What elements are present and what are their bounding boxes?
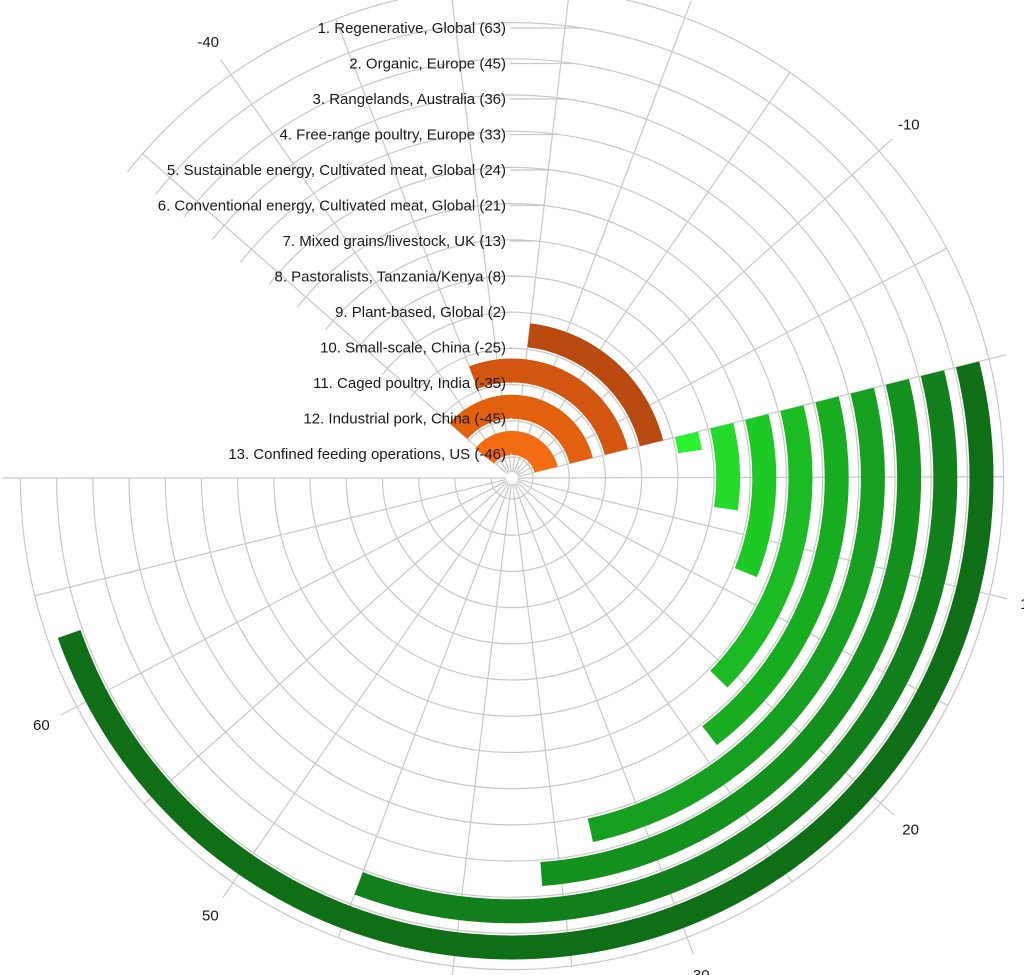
category-label: 13. Confined feeding operations, US (-46… — [228, 446, 506, 463]
grid-spoke — [514, 482, 793, 883]
bar-10 — [527, 323, 664, 447]
bar-4 — [587, 387, 885, 842]
grid-spoke — [335, 18, 511, 473]
bar-13 — [475, 430, 558, 473]
grid-spoke — [222, 482, 510, 898]
grid-spoke — [60, 480, 507, 716]
category-labels: 1. Regenerative, Global (63) 2. Organic, … — [158, 20, 582, 463]
grid-spoke — [142, 153, 508, 475]
category-label: 3. Rangelands, Australia (36) — [313, 91, 506, 108]
bars — [57, 323, 994, 960]
bar-8 — [710, 422, 741, 511]
grid-spoke — [516, 138, 893, 475]
bar-12 — [449, 394, 593, 464]
grid-ring — [128, 94, 896, 862]
grid-spoke — [514, 72, 791, 474]
grid-ring — [56, 22, 968, 934]
grid-ring — [237, 203, 787, 753]
bar-2 — [354, 370, 958, 924]
category-label: 10. Small-scale, China (-25) — [320, 340, 506, 357]
category-label: 7. Mixed grains/livestock, UK (13) — [283, 233, 506, 250]
bar-7 — [734, 414, 777, 578]
grid-spoke — [517, 247, 947, 476]
bar-6 — [710, 405, 813, 688]
grid-spoke — [143, 481, 508, 805]
category-label: 12. Industrial pork, China (-45) — [303, 411, 506, 428]
category-label: 1. Regenerative, Global (63) — [318, 20, 506, 37]
angle-tick-label: 30 — [693, 967, 710, 975]
grid-ring — [164, 130, 860, 826]
category-label: 6. Conventional energy, Cultivated meat,… — [158, 198, 506, 215]
category-label: 8. Pastoralists, Tanzania/Kenya (8) — [274, 269, 506, 286]
grid-ring — [200, 166, 824, 790]
bar-9 — [674, 431, 702, 454]
grid-spoke — [517, 480, 949, 707]
category-label: 9. Plant-based, Global (2) — [335, 304, 506, 321]
grid-spoke — [451, 0, 512, 473]
angle-tick-label: 60 — [33, 717, 50, 734]
category-label: 4. Free-range poultry, Europe (33) — [279, 127, 506, 144]
grid-spoke — [512, 0, 569, 473]
angle-tick-label: -10 — [898, 116, 920, 133]
angle-tick-label: -40 — [197, 34, 219, 51]
grid-spoke — [220, 59, 510, 474]
bar-11 — [469, 358, 628, 455]
grid-spoke — [513, 0, 692, 473]
grid-ring — [92, 58, 932, 898]
grid-ring — [19, 0, 1005, 971]
angle-tick-label: 10 — [1020, 596, 1024, 613]
grid-spoke — [512, 483, 573, 967]
category-label: 2. Organic, Europe (45) — [349, 56, 506, 73]
bar-5 — [702, 396, 849, 746]
angle-tick-label: 50 — [202, 908, 219, 925]
grid-spoke — [337, 483, 511, 939]
category-label: 5. Sustainable energy, Cultivated meat, … — [167, 162, 506, 179]
grid-ring — [454, 420, 570, 536]
grid-ring — [418, 384, 606, 572]
grid-ring — [273, 239, 751, 717]
category-label: 11. Caged poultry, India (-35) — [313, 375, 506, 392]
angle-tick-label: 20 — [902, 822, 919, 839]
grid-ring — [381, 347, 643, 609]
grid-spoke — [34, 478, 507, 597]
grid-ring — [490, 456, 534, 500]
